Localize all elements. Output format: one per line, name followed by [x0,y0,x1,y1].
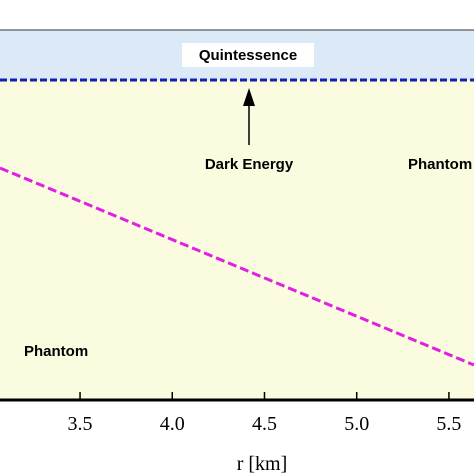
x-tick-label: 3.5 [68,413,93,435]
x-tick-label: 5.5 [436,413,461,435]
phantom-region [0,80,474,400]
annotation: Phantom [24,343,88,360]
label-box [182,43,314,67]
arrow-head [243,88,255,106]
annotation: Phantom [408,156,472,173]
x-tick-label: 4.5 [252,413,277,435]
x-tick-label: 5.0 [344,413,369,435]
annotation: Dark Energy [205,156,294,173]
series-line [0,166,474,367]
annotation: Quintessence [199,47,297,64]
x-axis-label: r [km] [237,453,288,474]
x-tick-label: 4.0 [160,413,185,435]
